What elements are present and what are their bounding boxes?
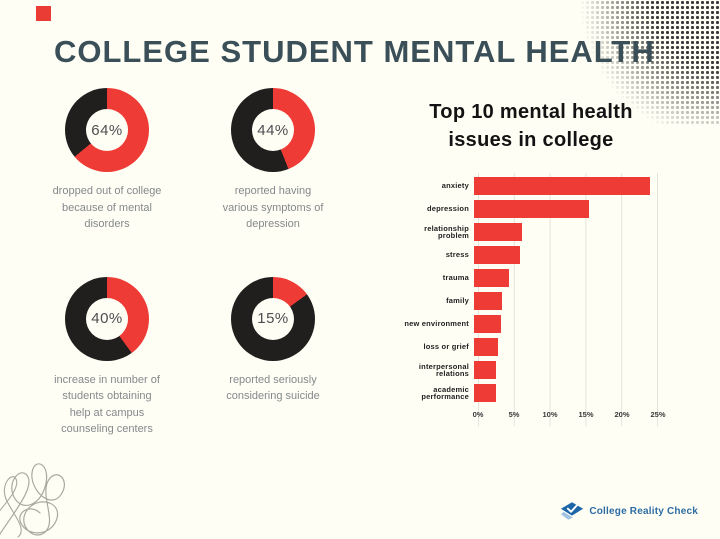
bar-category-label: relationship problem: [424, 223, 469, 240]
x-tick-label: 0%: [472, 410, 484, 419]
bar: [474, 223, 522, 241]
stat-item: 40% increase in number of students obtai…: [27, 276, 187, 438]
x-tick-label: 25%: [650, 410, 666, 419]
stat-item: 44% reported having various symptoms of …: [193, 88, 353, 233]
bar-row: new environment: [392, 315, 658, 333]
stat-caption: reported having various symptoms of depr…: [222, 185, 324, 230]
brand-logo-text: College Reality Check: [589, 505, 698, 517]
bar-category-label: interpersonal relations: [418, 361, 469, 378]
bar-row: loss or grief: [392, 338, 658, 356]
bar-chart-section: Top 10 mental health issues in college a…: [392, 98, 682, 426]
bar: [474, 361, 497, 379]
bar: [474, 292, 503, 310]
graduation-cap-icon: [561, 502, 584, 520]
bar-row: anxiety: [392, 177, 658, 195]
bar-row: stress: [392, 246, 658, 264]
bar-row: academic performance: [392, 384, 658, 402]
bar-category-label: family: [446, 296, 469, 306]
bar-track: [474, 315, 654, 333]
x-tick-label: 15%: [578, 410, 594, 419]
bar-chart-plot: anxiety depression relationship problem …: [392, 173, 666, 426]
bar-track: [474, 338, 654, 356]
bar-track: [474, 384, 654, 402]
bar-track: [474, 361, 654, 379]
bar-category-label: stress: [445, 250, 469, 260]
page-title: COLLEGE STUDENT MENTAL HEALTH: [54, 34, 655, 69]
halftone-dots-decoration: [570, 0, 720, 125]
bar-track: [474, 292, 654, 310]
bar: [474, 384, 496, 402]
donut-hole: 64%: [86, 109, 128, 151]
bar: [474, 338, 498, 356]
bar: [474, 200, 590, 218]
bar-rows: anxiety depression relationship problem …: [392, 177, 658, 402]
accent-square: [36, 6, 51, 21]
donut-chart: 15%: [231, 276, 315, 361]
donut-value: 44%: [257, 121, 289, 139]
bar-track: [474, 223, 654, 241]
stat-item: 15% reported seriously considering suici…: [193, 276, 353, 438]
donut-value: 15%: [257, 310, 289, 327]
donut-value: 40%: [91, 310, 123, 327]
bar-row: trauma: [392, 269, 658, 287]
donut-hole: 15%: [252, 297, 294, 340]
donut-hole: 44%: [252, 109, 294, 151]
donut-chart: 64%: [65, 88, 149, 172]
bar-row: family: [392, 292, 658, 310]
x-tick-label: 10%: [542, 410, 558, 419]
bar-category-label: new environment: [404, 319, 469, 329]
stats-grid: 64% dropped out of college because of me…: [27, 88, 353, 438]
bar-track: [474, 200, 654, 218]
bar-row: relationship problem: [392, 223, 658, 241]
bar: [474, 315, 501, 333]
x-tick-label: 5%: [508, 410, 520, 419]
donut-chart: 40%: [65, 276, 149, 361]
bar-row: interpersonal relations: [392, 361, 658, 379]
donut-value: 64%: [91, 121, 123, 139]
stat-caption: reported seriously considering suicide: [226, 373, 320, 403]
bar-category-label: trauma: [442, 273, 469, 283]
bar-track: [474, 177, 654, 195]
stat-caption: dropped out of college because of mental…: [52, 185, 162, 230]
x-tick-label: 20%: [614, 410, 630, 419]
bar: [474, 246, 521, 264]
bar: [474, 177, 650, 195]
bar-category-label: anxiety: [441, 181, 469, 191]
bar-category-label: loss or grief: [423, 342, 469, 352]
bar-category-label: academic performance: [421, 384, 469, 401]
stat-item: 64% dropped out of college because of me…: [27, 88, 187, 233]
chart-title: Top 10 mental health issues in college: [429, 101, 633, 151]
stat-caption: increase in number of students obtaining…: [54, 373, 160, 436]
bar: [474, 269, 510, 287]
brand-logo: College Reality Check: [560, 501, 698, 521]
donut-chart: 44%: [231, 88, 315, 172]
x-axis: 0% 5% 10% 15% 20% 25%: [473, 410, 666, 422]
bar-category-label: depression: [426, 204, 469, 214]
bar-row: depression: [392, 200, 658, 218]
donut-hole: 40%: [86, 297, 128, 340]
bar-track: [474, 246, 654, 264]
bar-track: [474, 269, 654, 287]
scribble-decoration: [0, 463, 65, 538]
